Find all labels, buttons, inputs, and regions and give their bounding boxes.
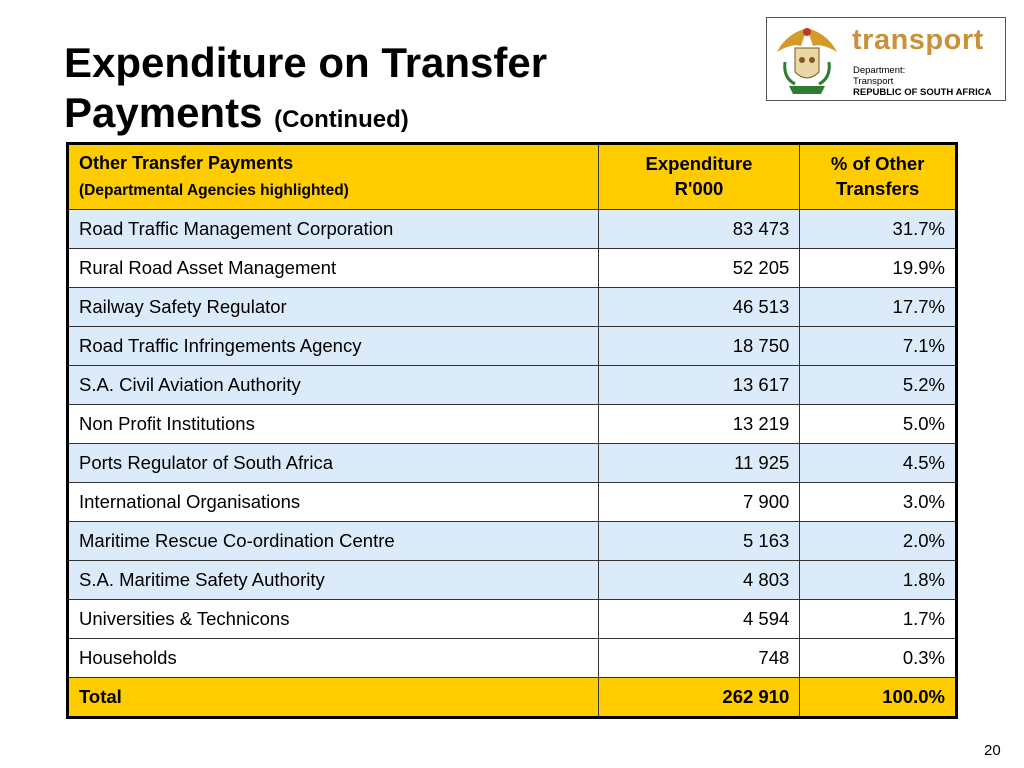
cell-percent: 5.2% xyxy=(799,365,957,405)
cell-name: Road Traffic Management Corporation xyxy=(67,209,599,249)
cell-name: Road Traffic Infringements Agency xyxy=(67,326,599,366)
dept-line-1: Department: xyxy=(853,65,906,76)
cell-name: Maritime Rescue Co-ordination Centre xyxy=(67,521,599,561)
dept-line-3: REPUBLIC OF SOUTH AFRICA xyxy=(853,87,992,98)
table-row: Road Traffic Management Corporation 83 47… xyxy=(67,209,957,249)
table-row: Road Traffic Infringements Agency 18 750 7… xyxy=(67,326,957,366)
cell-name: Households xyxy=(67,638,599,678)
cell-expenditure: 7 900 xyxy=(597,482,801,522)
cell-expenditure: 83 473 xyxy=(597,209,801,249)
table-row: International Organisations 7 900 3.0% xyxy=(67,482,957,522)
cell-percent: 0.3% xyxy=(799,638,957,678)
transfer-payments-table: Other Transfer Payments (Departmental Ag… xyxy=(66,142,958,719)
cell-percent: 3.0% xyxy=(799,482,957,522)
total-percent: 100.0% xyxy=(799,677,957,718)
table-total-row: Total 262 910 100.0% xyxy=(67,677,957,718)
coat-of-arms-icon xyxy=(777,28,837,94)
department-logo: transport Department: Transport REPUBLIC… xyxy=(766,17,1006,101)
header-col-name-line2: (Departmental Agencies highlighted) xyxy=(79,182,349,199)
cell-expenditure: 13 219 xyxy=(597,404,801,444)
cell-name: Rural Road Asset Management xyxy=(67,248,599,288)
title-line-2: Payments (Continued) xyxy=(64,88,704,145)
total-expenditure: 262 910 xyxy=(597,677,801,718)
header-col-percent: % of Other Transfers xyxy=(799,143,957,210)
table-header-row: Other Transfer Payments (Departmental Ag… xyxy=(67,143,957,210)
table-row: Rural Road Asset Management 52 205 19.9% xyxy=(67,248,957,288)
header-col-expenditure: Expenditure R'000 xyxy=(597,143,801,210)
cell-percent: 7.1% xyxy=(799,326,957,366)
header-percent-line2: Transfers xyxy=(835,178,920,199)
cell-expenditure: 13 617 xyxy=(597,365,801,405)
cell-percent: 31.7% xyxy=(799,209,957,249)
cell-name: Railway Safety Regulator xyxy=(67,287,599,327)
cell-percent: 1.8% xyxy=(799,560,957,600)
cell-expenditure: 4 594 xyxy=(597,599,801,639)
cell-name: S.A. Civil Aviation Authority xyxy=(67,365,599,405)
department-text: Department: Transport REPUBLIC OF SOUTH … xyxy=(853,65,991,98)
cell-expenditure: 4 803 xyxy=(597,560,801,600)
table-row: Non Profit Institutions 13 219 5.0% xyxy=(67,404,957,444)
cell-expenditure: 18 750 xyxy=(597,326,801,366)
table-row: Railway Safety Regulator 46 513 17.7% xyxy=(67,287,957,327)
slide-title: Expenditure on Transfer Payments (Contin… xyxy=(64,38,704,145)
header-percent-line1: % of Other xyxy=(830,153,925,174)
title-payments: Payments xyxy=(64,89,263,136)
page-number: 20 xyxy=(984,742,1001,759)
cell-name: S.A. Maritime Safety Authority xyxy=(67,560,599,600)
table-row: Ports Regulator of South Africa 11 925 4.5… xyxy=(67,443,957,483)
total-label: Total xyxy=(67,677,599,718)
cell-percent: 4.5% xyxy=(799,443,957,483)
brand-wordmark: transport xyxy=(852,24,984,56)
cell-percent: 19.9% xyxy=(799,248,957,288)
dept-line-2: Transport xyxy=(853,76,894,87)
table-row: S.A. Maritime Safety Authority 4 803 1.8% xyxy=(67,560,957,600)
header-expenditure-line1: Expenditure xyxy=(645,153,753,174)
cell-percent: 17.7% xyxy=(799,287,957,327)
cell-name: Ports Regulator of South Africa xyxy=(67,443,599,483)
table-row: S.A. Civil Aviation Authority 13 617 5.2% xyxy=(67,365,957,405)
cell-expenditure: 52 205 xyxy=(597,248,801,288)
cell-expenditure: 46 513 xyxy=(597,287,801,327)
title-line-1: Expenditure on Transfer xyxy=(64,39,548,86)
cell-percent: 1.7% xyxy=(799,599,957,639)
table-row: Universities & Technicons 4 594 1.7% xyxy=(67,599,957,639)
table-row: Households 748 0.3% xyxy=(67,638,957,678)
cell-percent: 2.0% xyxy=(799,521,957,561)
header-col-name: Other Transfer Payments (Departmental Ag… xyxy=(67,143,599,210)
cell-expenditure: 5 163 xyxy=(597,521,801,561)
cell-name: International Organisations xyxy=(67,482,599,522)
cell-name: Universities & Technicons xyxy=(67,599,599,639)
cell-name: Non Profit Institutions xyxy=(67,404,599,444)
table-row: Maritime Rescue Co-ordination Centre 5 16… xyxy=(67,521,957,561)
cell-percent: 5.0% xyxy=(799,404,957,444)
header-expenditure-line2: R'000 xyxy=(674,178,724,199)
cell-expenditure: 11 925 xyxy=(597,443,801,483)
header-col-name-line1: Other Transfer Payments xyxy=(79,153,294,173)
title-continued: (Continued) xyxy=(274,106,409,133)
cell-expenditure: 748 xyxy=(597,638,801,678)
